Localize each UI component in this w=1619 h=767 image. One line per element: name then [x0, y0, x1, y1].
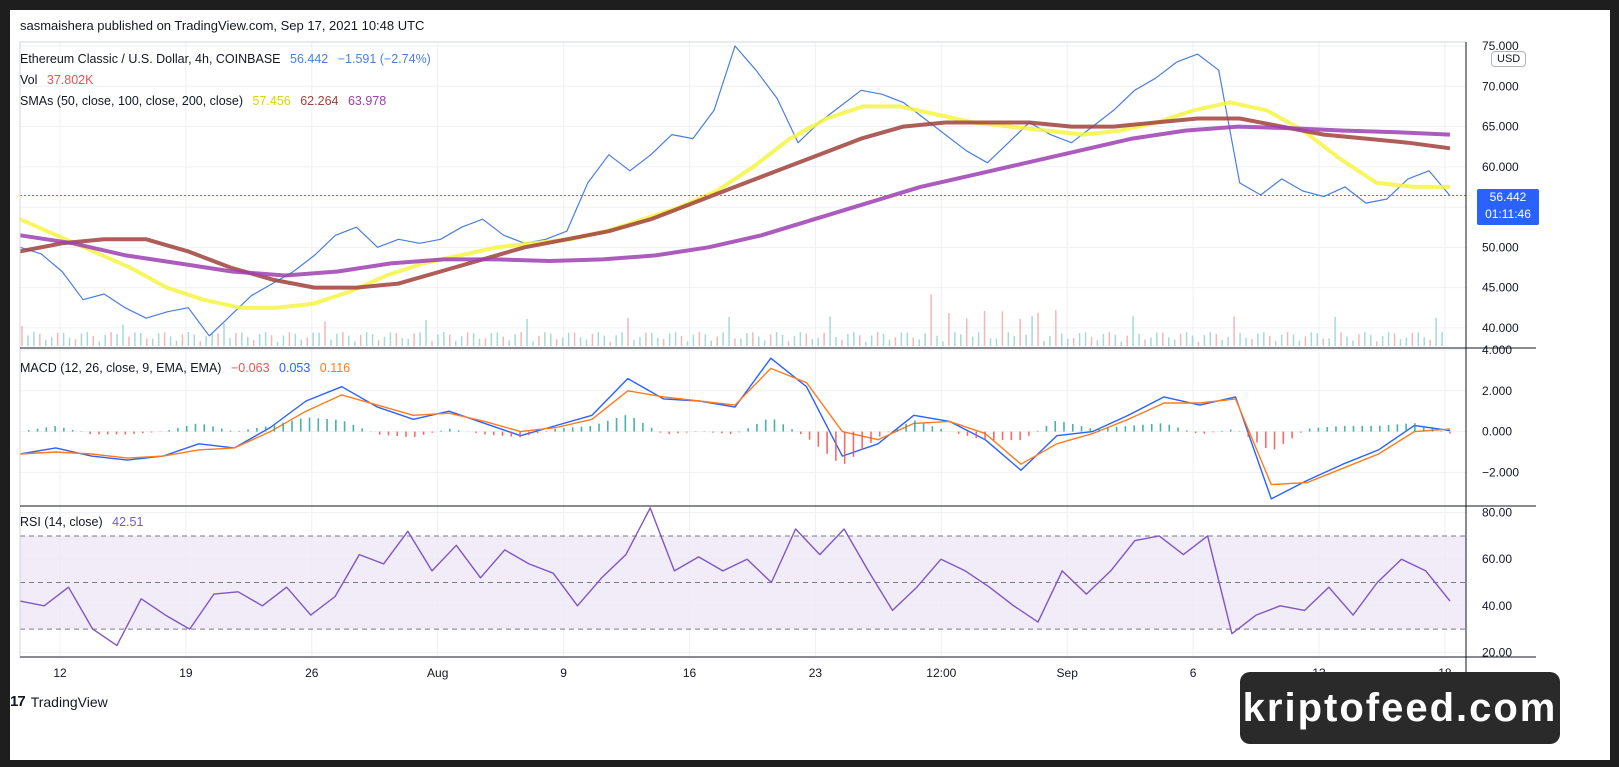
x-tick-label: 9 [560, 666, 567, 680]
y-tick-label: 80.00 [1482, 506, 1512, 520]
y-tick-label: 75.000 [1482, 39, 1519, 53]
series-line-rsi [19, 507, 1451, 647]
y-tick-label: 70.000 [1482, 79, 1519, 93]
price-tag-price: 56.442 [1489, 190, 1527, 204]
price-pane [19, 45, 1466, 337]
y-tick-label: −2.000 [1482, 465, 1519, 479]
x-tick-label: Aug [427, 666, 448, 680]
series-line-signal [19, 367, 1451, 486]
y-tick-label: 2.000 [1482, 384, 1512, 398]
x-tick-label: 26 [305, 666, 319, 680]
price-tag-countdown: 01:11:46 [1485, 207, 1531, 221]
x-tick-label: 23 [809, 666, 823, 680]
legend-vol-value: 37.802K [46, 73, 94, 87]
legend-symbol: Ethereum Classic / U.S. Dollar, 4h, COIN… [20, 52, 281, 66]
legend-sma200: 63.978 [347, 94, 387, 108]
y-tick-label: 60.000 [1482, 160, 1519, 174]
y-tick-label: 65.000 [1482, 120, 1519, 134]
x-tick-label: 12:00 [926, 666, 956, 680]
legend-rsi-label: RSI (14, close) [20, 515, 103, 529]
x-tick-label: 6 [1190, 666, 1197, 680]
legend-macd-row: MACD (12, 26, close, 9, EMA, EMA) −0.063… [20, 361, 356, 375]
series-line-sma-200 [19, 124, 1451, 278]
legend-symbol-row: Ethereum Classic / U.S. Dollar, 4h, COIN… [20, 52, 437, 66]
axes: 121926Aug9162312:00Sep6131840.00045.0005… [19, 39, 1536, 680]
watermark: kriptofeed.com [1240, 672, 1560, 744]
y-tick-label: 4.000 [1482, 343, 1512, 357]
legend-macd-signal: 0.116 [319, 361, 351, 375]
y-tick-label: 60.00 [1482, 552, 1512, 566]
macd-pane [19, 357, 1451, 500]
tradingview-logo[interactable]: 17 TradingView [10, 693, 108, 710]
legend-rsi-value: 42.51 [112, 515, 144, 529]
legend-vol-row: Vol 37.802K [20, 73, 99, 87]
y-tick-label: 0.000 [1482, 425, 1512, 439]
legend-macd-hist: −0.063 [230, 361, 270, 375]
y-tick-label: 40.000 [1482, 321, 1519, 335]
series-line-sma-100 [19, 116, 1451, 290]
legend-macd-label: MACD (12, 26, close, 9, EMA, EMA) [20, 361, 222, 375]
legend-sma100: 62.264 [300, 94, 339, 108]
legend-sma-label: SMAs (50, close, 100, close, 200, close) [20, 94, 244, 108]
volume-bars [21, 294, 1443, 346]
series-line-macd [19, 357, 1451, 500]
currency-badge[interactable]: USD [1491, 51, 1527, 67]
legend-change: −1.591 (−2.74%) [337, 52, 431, 66]
legend-sma-row: SMAs (50, close, 100, close, 200, close)… [20, 94, 392, 108]
price-tag: 56.442 01:11:46 [1477, 189, 1539, 225]
legend-rsi-row: RSI (14, close) 42.51 [20, 515, 149, 529]
publisher-line: sasmaishera published on TradingView.com… [20, 18, 425, 33]
series-line-etc-usd [19, 45, 1451, 337]
tradingview-logo-icon: 17 [10, 693, 26, 710]
x-tick-label: Sep [1057, 666, 1079, 680]
tradingview-logo-text: TradingView [30, 693, 108, 710]
legend-vol-label: Vol [20, 73, 38, 87]
series-line-sma-50 [19, 100, 1450, 310]
y-tick-label: 45.000 [1482, 281, 1519, 295]
y-tick-label: 20.00 [1482, 645, 1512, 659]
y-tick-label: 50.000 [1482, 240, 1519, 254]
y-tick-label: 40.00 [1482, 599, 1512, 613]
legend-sma50: 57.456 [252, 94, 291, 108]
x-tick-label: 16 [683, 666, 697, 680]
rsi-pane [19, 507, 1466, 647]
watermark-text: kriptofeed.com [1242, 685, 1558, 730]
legend-macd-value: 0.053 [279, 361, 311, 375]
x-tick-label: 19 [179, 666, 193, 680]
x-tick-label: 12 [53, 666, 67, 680]
legend-price: 56.442 [290, 52, 329, 66]
